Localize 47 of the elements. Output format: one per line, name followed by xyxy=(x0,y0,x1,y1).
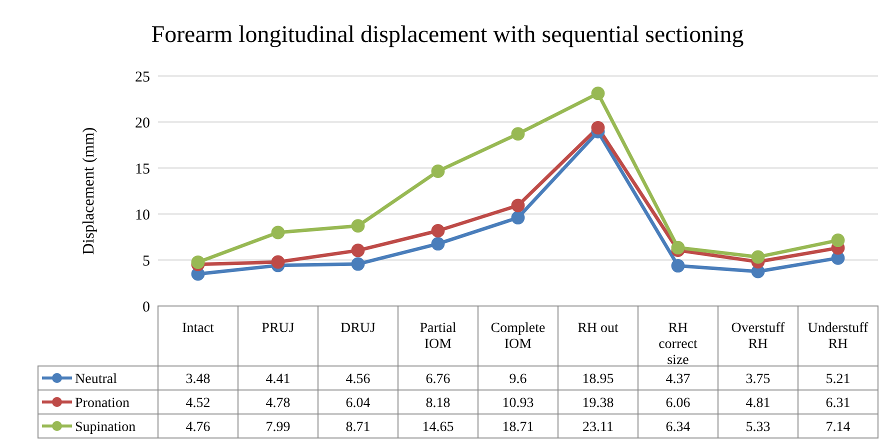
legend-label: Neutral xyxy=(75,372,118,387)
y-tick-label: 20 xyxy=(135,115,150,132)
data-label: 8.71 xyxy=(346,420,370,435)
data-label: 7.99 xyxy=(266,420,290,435)
data-label: 3.48 xyxy=(186,372,210,387)
data-label: 6.04 xyxy=(346,396,370,411)
data-label: 4.37 xyxy=(666,372,690,387)
data-label: 4.76 xyxy=(186,420,210,435)
data-label: 7.14 xyxy=(826,420,850,435)
y-tick-label: 0 xyxy=(142,299,150,316)
data-label: 4.41 xyxy=(266,372,290,387)
data-label: 10.93 xyxy=(502,396,534,411)
data-label: 18.95 xyxy=(582,372,614,387)
y-axis-title: Displacement (mm) xyxy=(80,127,98,255)
data-label: 6.31 xyxy=(826,396,850,411)
data-label: 5.21 xyxy=(826,372,850,387)
y-tick-label: 25 xyxy=(135,69,150,86)
x-tick-label: RH correct size xyxy=(658,321,698,368)
x-tick-label: DRUJ xyxy=(340,321,376,336)
data-label: 9.6 xyxy=(509,372,527,387)
data-label: 6.06 xyxy=(666,396,690,411)
x-tick-label: Complete IOM xyxy=(490,321,546,352)
x-tick-label: PRUJ xyxy=(262,321,295,336)
data-label: 19.38 xyxy=(582,396,614,411)
data-label: 14.65 xyxy=(422,420,454,435)
y-tick-label: 5 xyxy=(142,253,150,270)
x-tick-label: Intact xyxy=(182,321,214,336)
data-label: 6.34 xyxy=(666,420,690,435)
chart-title: Forearm longitudinal displacement with sequential sectioning xyxy=(150,22,745,49)
y-tick-label: 10 xyxy=(135,207,150,224)
data-label: 8.18 xyxy=(426,396,450,411)
legend-label: Pronation xyxy=(75,396,130,411)
x-tick-label: Overstuff RH xyxy=(731,321,786,352)
data-label: 4.56 xyxy=(346,372,370,387)
x-tick-label: RH out xyxy=(578,321,619,336)
data-label: 4.52 xyxy=(186,396,210,411)
data-label: 4.81 xyxy=(746,396,770,411)
y-tick-label: 15 xyxy=(135,161,150,178)
data-label: 18.71 xyxy=(502,420,534,435)
legend-label: Supination xyxy=(75,420,136,435)
data-label: 6.76 xyxy=(426,372,450,387)
data-label: 5.33 xyxy=(746,420,770,435)
data-label: 23.11 xyxy=(582,420,614,435)
x-tick-label: Understuff RH xyxy=(808,321,869,352)
data-label: 3.75 xyxy=(746,372,770,387)
data-label: 4.78 xyxy=(266,396,290,411)
x-tick-label: Partial IOM xyxy=(420,321,456,352)
